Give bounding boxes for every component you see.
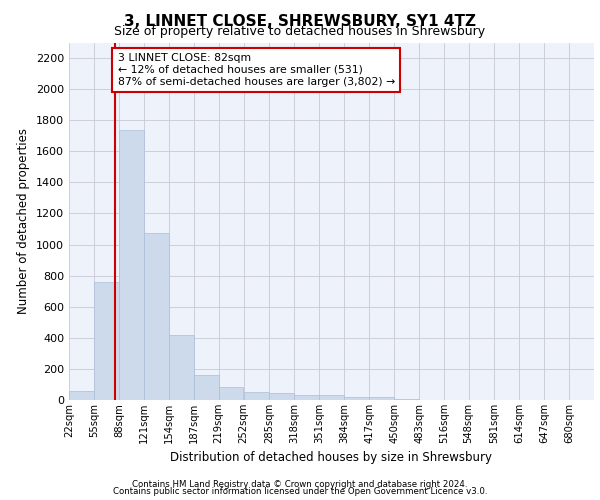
- Bar: [369, 397, 394, 400]
- Bar: [294, 396, 319, 400]
- Text: Contains public sector information licensed under the Open Government Licence v3: Contains public sector information licen…: [113, 487, 487, 496]
- Text: Size of property relative to detached houses in Shrewsbury: Size of property relative to detached ho…: [115, 25, 485, 38]
- Text: Contains HM Land Registry data © Crown copyright and database right 2024.: Contains HM Land Registry data © Crown c…: [132, 480, 468, 489]
- Bar: [344, 397, 369, 400]
- Bar: [169, 336, 194, 400]
- Bar: [144, 233, 169, 400]
- Text: 3 LINNET CLOSE: 82sqm
← 12% of detached houses are smaller (531)
87% of semi-det: 3 LINNET CLOSE: 82sqm ← 12% of detached …: [118, 54, 395, 86]
- Bar: [269, 393, 293, 400]
- Bar: [94, 282, 119, 400]
- Bar: [319, 396, 344, 400]
- Bar: [194, 375, 219, 400]
- Bar: [119, 130, 144, 400]
- X-axis label: Distribution of detached houses by size in Shrewsbury: Distribution of detached houses by size …: [170, 452, 493, 464]
- Bar: [218, 387, 244, 400]
- Bar: [244, 392, 269, 400]
- Bar: [69, 392, 94, 400]
- Text: 3, LINNET CLOSE, SHREWSBURY, SY1 4TZ: 3, LINNET CLOSE, SHREWSBURY, SY1 4TZ: [124, 14, 476, 29]
- Y-axis label: Number of detached properties: Number of detached properties: [17, 128, 31, 314]
